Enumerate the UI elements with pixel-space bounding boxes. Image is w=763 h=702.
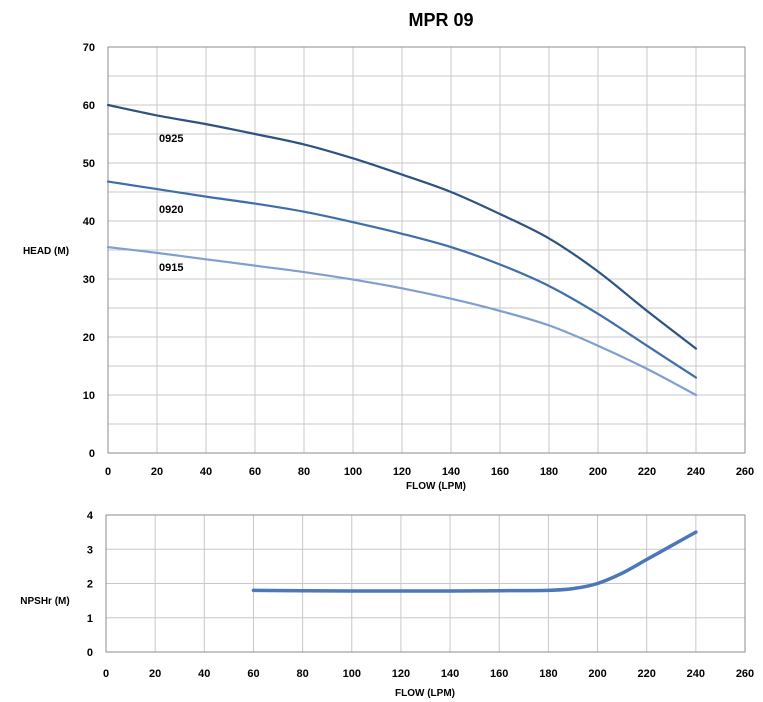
head-x-tick-label: 240 [687,466,705,478]
head-x-tick-label: 140 [442,466,460,478]
npshr-y-tick-label: 4 [87,510,94,522]
head-x-tick-label: 80 [298,466,310,478]
head-y-tick-label: 20 [83,332,95,344]
npshr-series-line-0 [251,530,698,593]
npshr-x-tick-label: 20 [149,668,161,680]
head-x-tick-label: 60 [249,466,261,478]
head-y-tick-label: 10 [83,390,95,402]
npshr-x-tick-label: 220 [638,668,656,680]
head-y-tick-label: 70 [83,42,95,54]
head-y-ticks: 0 10 20 30 40 50 60 70 [83,42,95,460]
npshr-y-tick-label: 2 [87,579,93,591]
head-x-tick-label: 100 [344,466,362,478]
npshr-x-tick-label: 180 [539,668,557,680]
npshr-x-tick-label: 140 [441,668,459,680]
series-label-0920: 0920 [159,204,183,216]
head-series-line-0920 [106,180,698,379]
head-chart: MPR 09 0 10 20 30 40 50 60 70 0 20 40 60 80 100 120 14… [23,10,754,492]
head-x-tick-label: 220 [638,466,656,478]
series-label-0915: 0915 [159,262,183,274]
head-y-tick-label: 30 [83,274,95,286]
head-y-tick-label: 0 [89,448,95,460]
npshr-y-tick-label: 1 [87,613,93,625]
npshr-x-tick-label: 160 [490,668,508,680]
head-grid [107,46,746,454]
head-x-ticks: 0 20 40 60 80 100 120 140 160 180 200 220 240 260 [105,466,754,478]
series-label-0925: 0925 [159,133,183,145]
npshr-x-tick-label: 260 [736,668,754,680]
head-plot-area [107,46,746,454]
npshr-x-axis-label: FLOW (LPM) [395,688,455,699]
npshr-x-tick-label: 60 [247,668,259,680]
npshr-x-tick-label: 100 [343,668,361,680]
npshr-x-tick-label: 120 [392,668,410,680]
npshr-y-tick-label: 0 [87,647,93,659]
head-y-axis-label: HEAD (M) [23,246,69,257]
npshr-series [251,530,698,593]
head-series-line-0915 [106,246,698,397]
chart-title: MPR 09 [408,10,473,30]
head-series-line-0925 [106,103,698,350]
npshr-chart: 0 1 2 3 4 0 20 40 60 80 100 120 140 160 180 200 220 240 2… [20,510,754,699]
npshr-grid [105,514,746,653]
head-y-tick-label: 50 [83,158,95,170]
npshr-x-tick-label: 0 [103,668,109,680]
head-x-tick-label: 0 [105,466,111,478]
head-x-tick-label: 20 [151,466,163,478]
head-series [106,103,698,397]
npshr-y-axis-label: NPSHr (M) [20,596,69,607]
npshr-y-ticks: 0 1 2 3 4 [87,510,94,659]
head-x-tick-label: 120 [393,466,411,478]
head-x-tick-label: 260 [736,466,754,478]
npshr-x-tick-label: 80 [296,668,308,680]
head-y-tick-label: 40 [83,216,95,228]
head-x-axis-label: FLOW (LPM) [406,481,466,492]
npshr-x-tick-label: 200 [588,668,606,680]
npshr-x-tick-label: 240 [687,668,705,680]
head-x-tick-label: 160 [491,466,509,478]
head-x-tick-label: 200 [589,466,607,478]
npshr-plot-area [105,514,746,653]
npshr-x-ticks: 0 20 40 60 80 100 120 140 160 180 200 220 240 260 [103,668,754,680]
npshr-y-tick-label: 3 [87,544,93,556]
head-x-tick-label: 40 [200,466,212,478]
head-y-tick-label: 60 [83,100,95,112]
npshr-x-tick-label: 40 [198,668,210,680]
head-x-tick-label: 180 [540,466,558,478]
